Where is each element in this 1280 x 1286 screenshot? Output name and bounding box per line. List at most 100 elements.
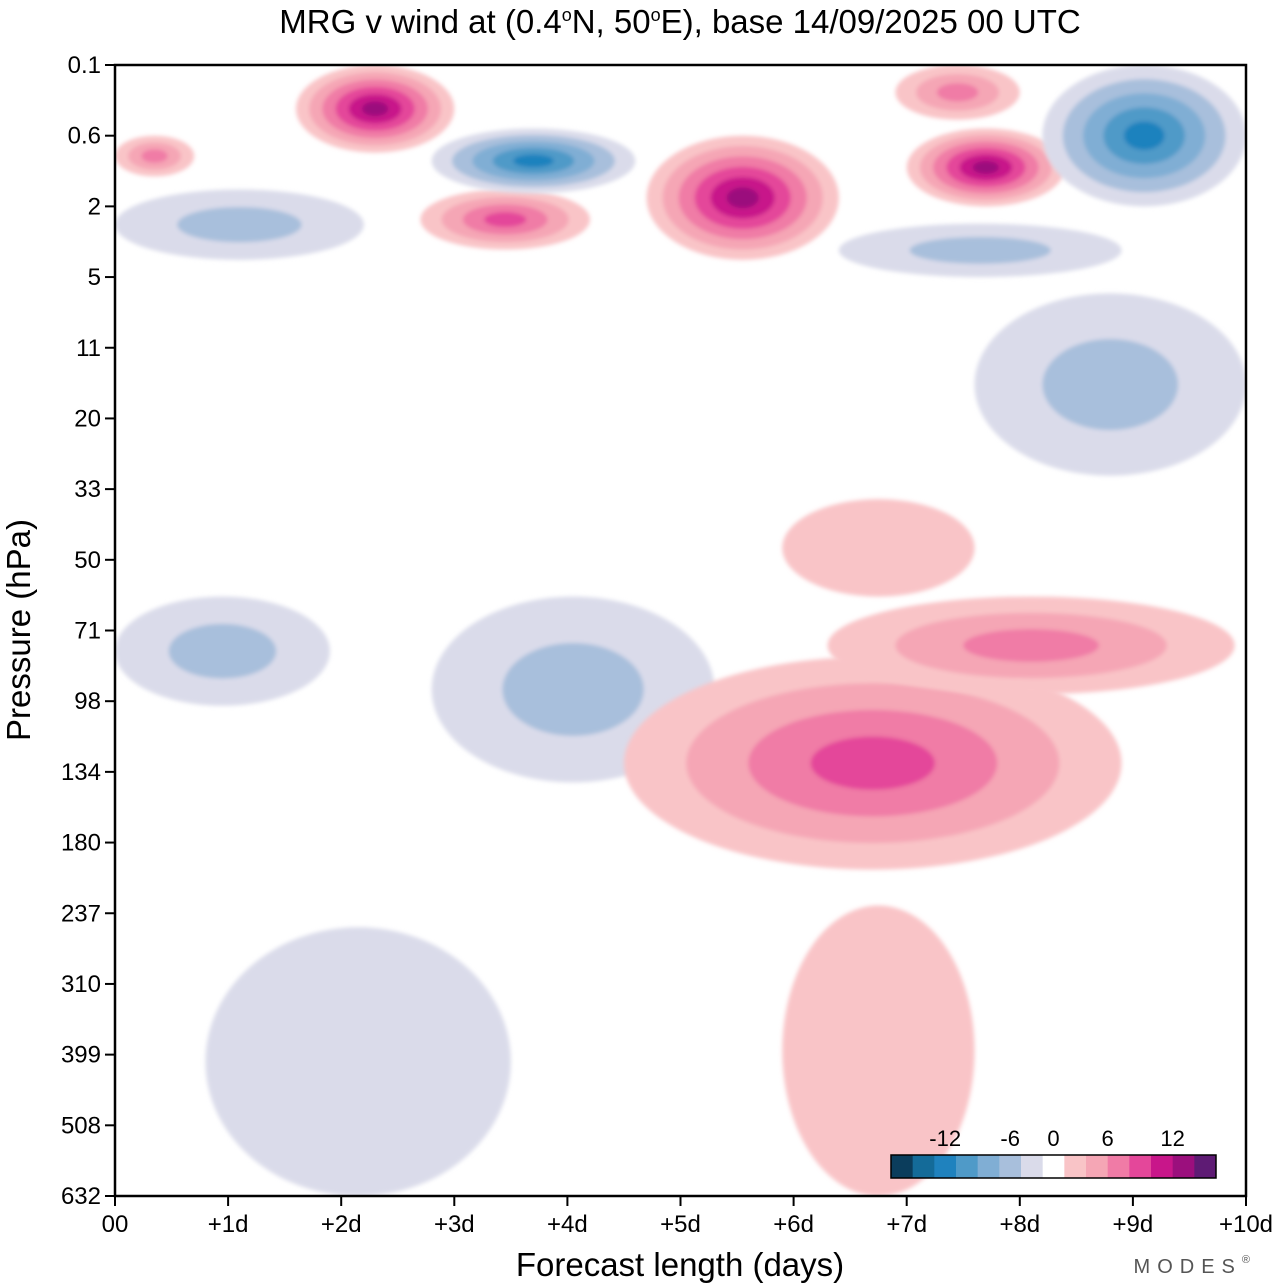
x-tick-label: +8d [999, 1211, 1040, 1238]
y-axis-label: Pressure (hPa) [0, 519, 37, 741]
y-tick-label: 632 [61, 1183, 101, 1210]
contour-band [168, 623, 277, 679]
x-tick-label: +7d [886, 1211, 927, 1238]
x-tick-label: +6d [773, 1211, 814, 1238]
x-tick-label: +5d [660, 1211, 701, 1238]
colorbar-swatch [1064, 1155, 1087, 1178]
contour-band [483, 212, 527, 228]
positive-anomaly [827, 596, 1235, 695]
title-pre: MRG v wind at (0.4 [279, 3, 561, 40]
positive-anomaly [906, 128, 1066, 207]
colorbar-swatch [891, 1155, 914, 1178]
y-tick-label: 237 [61, 900, 101, 927]
chart-title: MRG v wind at (0.4oN, 50oE), base 14/09/… [279, 3, 1080, 40]
colorbar-swatch [1194, 1155, 1217, 1178]
negative-anomaly [115, 189, 364, 260]
y-tick-label: 33 [74, 476, 101, 503]
colorbar-swatch [1172, 1155, 1195, 1178]
contour-band [502, 643, 644, 736]
contour-band [936, 83, 979, 102]
y-tick-label: 0.6 [68, 123, 101, 150]
colorbar-frame [890, 1154, 1217, 1179]
modes-wordmark: MODES® [1134, 1254, 1250, 1278]
colorbar-swatch [934, 1155, 957, 1178]
x-tick-label: +3d [434, 1211, 475, 1238]
colorbar-label: -6 [1000, 1126, 1020, 1151]
registered-mark: ® [1242, 1254, 1250, 1266]
positive-anomaly [646, 135, 839, 260]
contour-band [513, 154, 554, 168]
colorbar-swatch [912, 1155, 935, 1178]
colorbar-swatch [999, 1155, 1022, 1178]
colorbar-swatch [1042, 1155, 1065, 1178]
y-tick-label: 399 [61, 1042, 101, 1069]
contour-band [1042, 338, 1179, 431]
x-tick-label: +10d [1219, 1211, 1273, 1238]
contour-field [115, 65, 1246, 1196]
negative-anomaly [1042, 65, 1246, 207]
y-tick-label: 50 [74, 547, 101, 574]
title-degree-2: o [651, 5, 661, 25]
y-tick-label: 2 [88, 193, 101, 220]
y-tick-label: 71 [74, 618, 101, 645]
colorbar-swatch [1151, 1155, 1174, 1178]
negative-anomaly [205, 927, 511, 1196]
x-tick-label: +2d [321, 1211, 362, 1238]
negative-anomaly [431, 128, 636, 194]
colorbar-swatch [1021, 1155, 1044, 1178]
y-tick-label: 98 [74, 688, 101, 715]
positive-anomaly [115, 135, 195, 177]
contour-band [177, 207, 302, 243]
colorbar-label: 6 [1102, 1126, 1114, 1151]
positive-anomaly [895, 65, 1020, 120]
colorbar-label: -12 [929, 1126, 961, 1151]
colorbar-swatch [1107, 1155, 1130, 1178]
modes-wordmark-text: MODES [1134, 1256, 1242, 1278]
positive-anomaly [623, 656, 1122, 870]
y-axis: 0.1 0.6 2 5 11 20 33 50 71 98 134 180 237 310 399 508 63… [61, 52, 115, 1210]
contour-band [726, 187, 759, 209]
colorbar-swatch [1086, 1155, 1109, 1178]
title-post: E), base 14/09/2025 00 UTC [661, 3, 1081, 40]
colorbar-swatch [977, 1155, 1000, 1178]
x-tick-label: +1d [208, 1211, 249, 1238]
contour-band [1123, 121, 1165, 150]
positive-anomaly [295, 65, 455, 153]
x-axis-label: Forecast length (days) [516, 1246, 844, 1283]
contour-band [963, 629, 1099, 662]
contour-band [141, 149, 168, 163]
contour-band [972, 160, 1000, 174]
positive-anomaly [782, 905, 975, 1196]
y-tick-label: 11 [76, 335, 101, 362]
y-tick-label: 20 [74, 405, 101, 432]
y-tick-label: 0.1 [68, 52, 101, 79]
contour-band [909, 236, 1051, 264]
y-tick-label: 180 [61, 830, 101, 857]
x-tick-label: +4d [547, 1211, 588, 1238]
negative-anomaly [838, 223, 1122, 278]
y-tick-label: 508 [61, 1112, 101, 1139]
negative-anomaly [974, 293, 1246, 476]
contour-band [205, 927, 511, 1196]
y-tick-label: 310 [61, 971, 101, 998]
colorbar-label: 12 [1160, 1126, 1184, 1151]
x-tick-label: +9d [1113, 1211, 1154, 1238]
y-tick-label: 5 [88, 264, 101, 291]
contour-band [782, 499, 975, 597]
negative-anomaly [115, 596, 330, 706]
y-tick-label: 134 [61, 759, 101, 786]
positive-anomaly [420, 189, 591, 250]
colorbar-swatch [1129, 1155, 1152, 1178]
contour-band [782, 905, 975, 1196]
contour-band [810, 736, 935, 790]
contour-band [361, 101, 389, 117]
title-degree-1: o [562, 5, 572, 25]
title-mid: N, 50 [572, 3, 651, 40]
colorbar-swatch [956, 1155, 979, 1178]
positive-anomaly [782, 499, 975, 597]
x-axis: 00 +1d +2d +3d +4d +5d +6d +7d +8d +9d +10d [102, 1196, 1273, 1238]
colorbar: -12 -6 0 6 12 [890, 1126, 1217, 1179]
x-tick-label: 00 [102, 1211, 129, 1238]
colorbar-label: 0 [1047, 1126, 1059, 1151]
